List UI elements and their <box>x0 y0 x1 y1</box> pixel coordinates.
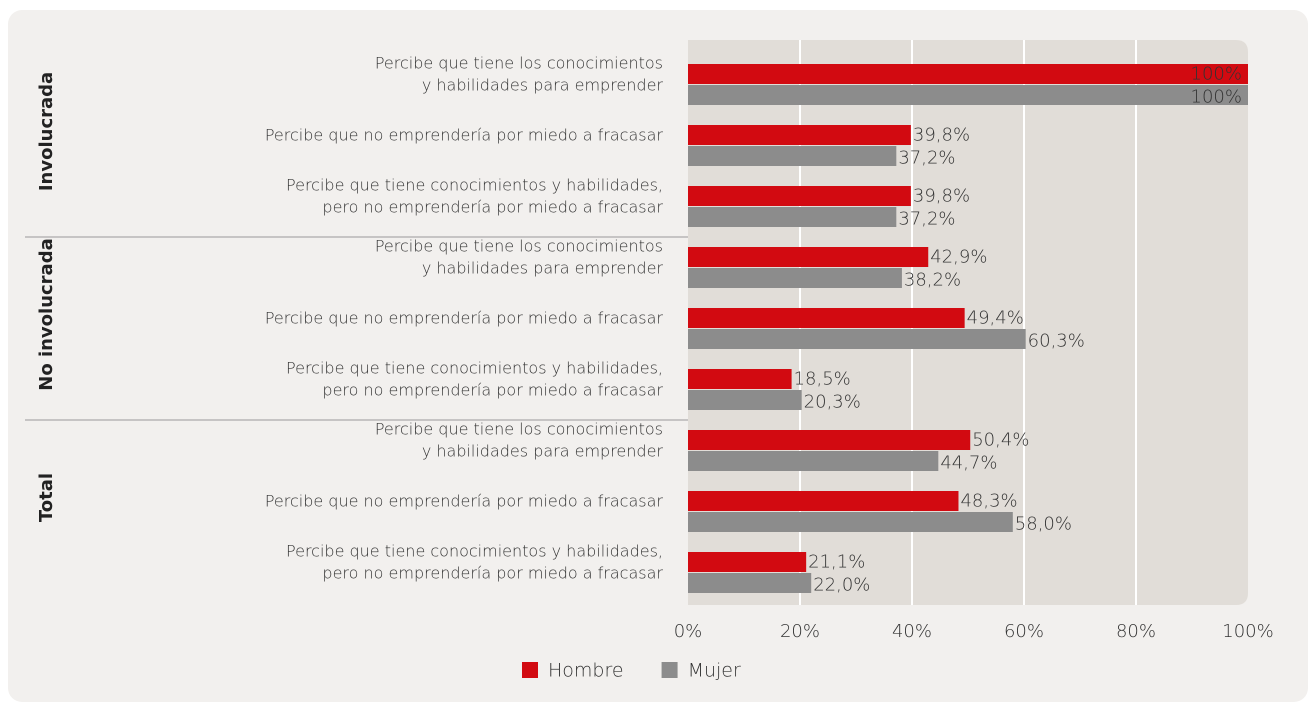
category-label: Percibe que no emprendería por miedo a f… <box>265 126 664 145</box>
bar <box>688 268 902 288</box>
category-label: Percibe que no emprendería por miedo a f… <box>265 492 664 511</box>
category-label: y habilidades para emprender <box>422 76 664 95</box>
bar <box>688 573 812 593</box>
value-label: 22,0% <box>813 575 870 596</box>
bar <box>688 552 807 572</box>
category-label: Percibe que tiene conocimientos y habili… <box>286 542 663 561</box>
group-label: Total <box>36 473 57 522</box>
bar <box>688 308 965 328</box>
x-tick-label: 20% <box>780 621 820 642</box>
category-label: pero no emprendería por miedo a fracasar <box>322 198 663 217</box>
value-label: 49,4% <box>967 308 1024 329</box>
bar <box>688 329 1026 349</box>
legend-label: Mujer <box>688 660 741 682</box>
bar <box>688 512 1013 532</box>
value-label: 38,2% <box>904 270 961 291</box>
value-label: 39,8% <box>913 125 970 146</box>
value-label: 44,7% <box>940 453 997 474</box>
category-label: pero no emprendería por miedo a fracasar <box>322 564 663 583</box>
category-label: y habilidades para emprender <box>422 442 664 461</box>
bar <box>688 64 1248 84</box>
value-label: 21,1% <box>808 552 865 573</box>
value-label: 100% <box>1191 64 1242 85</box>
legend-swatch <box>522 662 538 678</box>
category-label: Percibe que tiene los conocimientos <box>375 54 663 73</box>
x-tick-label: 60% <box>1004 621 1044 642</box>
value-label: 18,5% <box>794 369 851 390</box>
bar <box>688 125 911 145</box>
group-label: No involucrada <box>36 238 57 391</box>
group-label: Involucrada <box>36 72 57 191</box>
bar <box>688 451 939 471</box>
bar <box>688 207 897 227</box>
bar <box>688 85 1248 105</box>
bar <box>688 247 929 267</box>
value-label: 48,3% <box>960 491 1017 512</box>
category-label: Percibe que tiene los conocimientos <box>375 420 663 439</box>
value-label: 60,3% <box>1028 331 1085 352</box>
x-tick-label: 100% <box>1222 621 1273 642</box>
bar <box>688 369 792 389</box>
category-label: y habilidades para emprender <box>422 259 664 278</box>
category-label: pero no emprendería por miedo a fracasar <box>322 381 663 400</box>
category-label: Percibe que tiene los conocimientos <box>375 237 663 256</box>
category-label: Percibe que tiene conocimientos y habili… <box>286 176 663 195</box>
value-label: 100% <box>1191 87 1242 108</box>
legend-label: Hombre <box>548 660 624 682</box>
bar <box>688 186 911 206</box>
value-label: 42,9% <box>930 247 987 268</box>
value-label: 37,2% <box>898 148 955 169</box>
value-label: 39,8% <box>913 186 970 207</box>
category-label: Percibe que tiene conocimientos y habili… <box>286 359 663 378</box>
value-label: 58,0% <box>1015 514 1072 535</box>
bar <box>688 491 959 511</box>
value-label: 20,3% <box>804 392 861 413</box>
value-label: 37,2% <box>898 209 955 230</box>
bar <box>688 146 897 166</box>
x-tick-label: 40% <box>892 621 932 642</box>
category-label: Percibe que no emprendería por miedo a f… <box>265 309 664 328</box>
legend-swatch <box>661 662 678 678</box>
value-label: 50,4% <box>972 430 1029 451</box>
x-tick-label: 80% <box>1116 621 1156 642</box>
bar <box>688 430 971 450</box>
x-tick-label: 0% <box>674 621 703 642</box>
bar <box>688 390 802 410</box>
